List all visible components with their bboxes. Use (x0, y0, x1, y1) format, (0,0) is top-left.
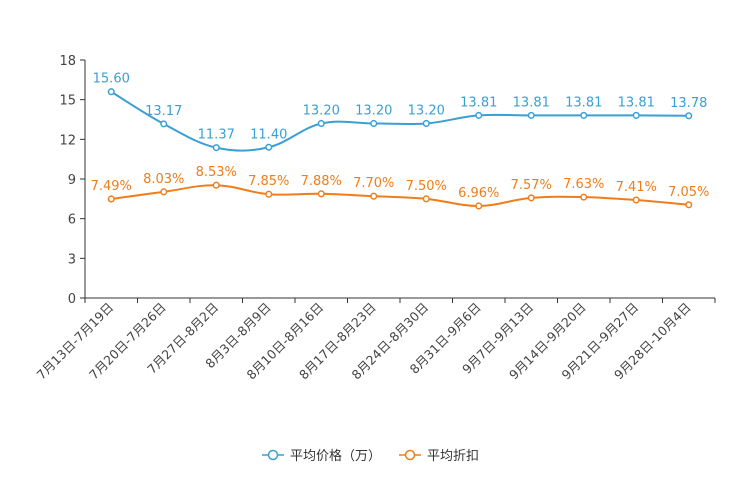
data-point[interactable] (475, 202, 483, 210)
y-tick-label: 12 (59, 133, 76, 148)
series-line (111, 184, 689, 207)
data-label: 13.20 (408, 103, 445, 118)
data-point[interactable] (212, 144, 220, 152)
data-label: 6.96% (458, 186, 499, 201)
data-label: 7.85% (248, 174, 289, 189)
data-point[interactable] (527, 111, 535, 119)
data-point[interactable] (527, 194, 535, 202)
data-label: 8.53% (196, 165, 237, 180)
data-label: 13.81 (618, 95, 655, 110)
data-point[interactable] (265, 143, 273, 151)
data-label: 7.41% (616, 180, 657, 195)
legend-label: 平均价格（万） (290, 448, 381, 464)
legend-marker-icon (404, 449, 416, 461)
data-label: 11.37 (198, 128, 235, 143)
y-tick-label: 9 (68, 173, 76, 188)
data-point[interactable] (422, 119, 430, 128)
data-point[interactable] (632, 111, 640, 119)
legend-item-2[interactable]: 平均折扣 (399, 449, 479, 464)
data-label: 13.81 (460, 95, 497, 110)
legend-marker-icon (267, 449, 279, 461)
data-point[interactable] (475, 111, 483, 119)
data-point[interactable] (685, 201, 693, 209)
data-label: 7.57% (511, 178, 552, 193)
data-label: 7.50% (406, 179, 447, 194)
data-point[interactable] (107, 88, 115, 96)
y-tick-label: 3 (68, 252, 76, 267)
series-layer: 15.60 13.17 11.37 11.40 13.20 13.20 13.20 13.81… (91, 72, 709, 210)
series-2: 7.49% 8.03% 8.53% 7.85% 7.88% 7.70% 7.50% 6.96%… (91, 165, 709, 210)
y-tick-label: 15 (59, 94, 76, 109)
legend-label: 平均折扣 (427, 449, 479, 464)
data-label: 11.40 (250, 127, 287, 142)
data-point[interactable] (212, 181, 220, 189)
data-label: 13.78 (670, 96, 707, 111)
data-label: 7.05% (668, 185, 709, 200)
data-point[interactable] (370, 119, 378, 128)
data-label: 15.60 (93, 72, 130, 87)
y-tick-label: 0 (68, 292, 76, 307)
data-label: 7.88% (301, 174, 342, 189)
data-label: 13.17 (145, 104, 182, 119)
series-line (110, 90, 689, 152)
data-point[interactable] (580, 111, 588, 119)
data-point[interactable] (265, 190, 273, 198)
data-point[interactable] (422, 195, 430, 203)
data-point[interactable] (370, 192, 378, 200)
data-point[interactable] (160, 188, 168, 196)
data-label: 13.20 (303, 103, 340, 118)
data-point[interactable] (317, 190, 325, 198)
data-point[interactable] (685, 112, 693, 120)
legend[interactable]: 平均价格（万） 平均折扣 (262, 448, 479, 464)
data-label: 13.20 (355, 103, 392, 118)
data-label: 13.81 (513, 95, 550, 110)
data-point[interactable] (160, 120, 168, 128)
data-point[interactable] (317, 119, 325, 128)
data-point[interactable] (107, 195, 115, 203)
data-label: 8.03% (143, 172, 184, 187)
data-point[interactable] (632, 196, 640, 204)
data-label: 13.81 (565, 95, 602, 110)
y-tick-label: 18 (59, 54, 76, 69)
data-point[interactable] (580, 193, 588, 201)
y-tick-label: 6 (68, 213, 76, 228)
series-1: 15.60 13.17 11.37 11.40 13.20 13.20 13.20 13.81… (93, 72, 707, 152)
data-label: 7.63% (563, 177, 604, 192)
data-label: 7.49% (91, 179, 132, 194)
legend-item-1[interactable]: 平均价格（万） (262, 448, 381, 464)
data-label: 7.70% (353, 176, 394, 191)
